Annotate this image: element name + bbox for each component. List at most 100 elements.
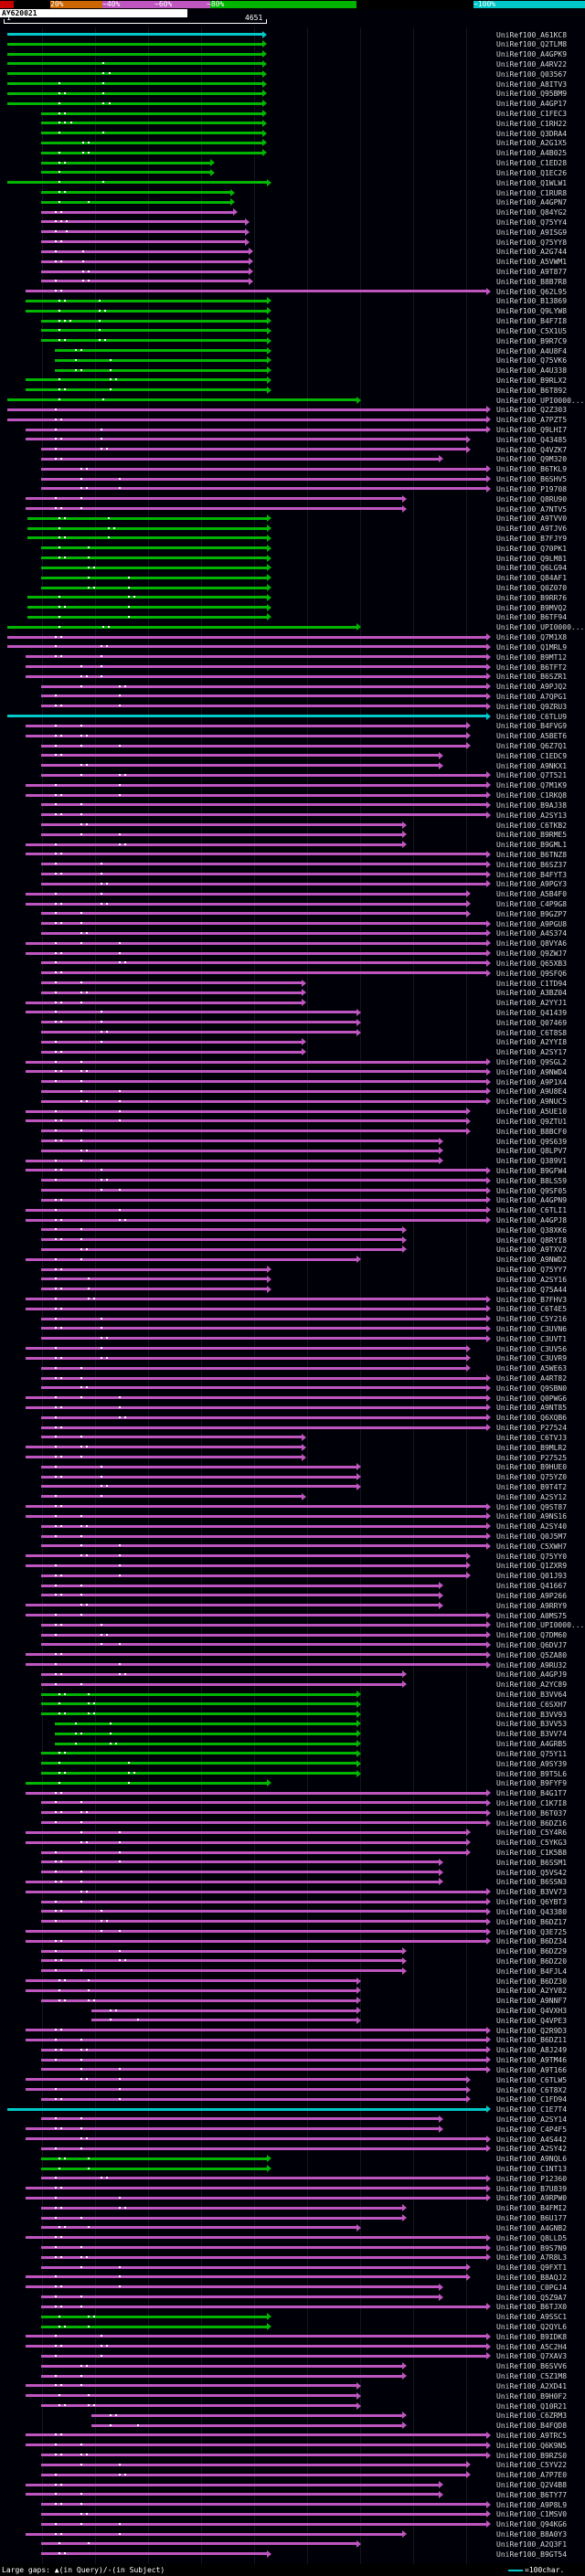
hit-bar[interactable] [41,1920,486,1924]
hit-bar[interactable] [7,91,262,95]
hit-bar[interactable] [41,1228,402,1232]
hit-label[interactable]: UniRef100_B9RLX2 [496,376,568,385]
hit-label[interactable]: UniRef100_A2G1X5 [496,139,568,148]
hit-label[interactable]: UniRef100_A9T166 [496,2065,568,2074]
hit-label[interactable]: UniRef100_Q9LYW8 [496,307,568,316]
hit-label[interactable]: UniRef100_Q75YY4 [496,217,568,227]
hit-label[interactable]: UniRef100_C1RKQ8 [496,791,568,800]
hit-label[interactable]: UniRef100_Q03567 [496,69,568,79]
hit-label[interactable]: UniRef100_B6DZ17 [496,1917,568,1926]
hit-label[interactable]: UniRef100_P12360 [496,2174,568,2183]
hit-label[interactable]: UniRef100_P19708 [496,484,568,493]
hit-bar[interactable] [26,1405,486,1409]
hit-label[interactable]: UniRef100_Q2R9D3 [496,2026,568,2035]
hit-bar[interactable] [41,319,267,323]
hit-bar[interactable] [26,1356,466,1360]
hit-label[interactable]: UniRef100_A9RU32 [496,1660,568,1670]
hit-bar[interactable] [26,1890,486,1893]
hit-label[interactable]: UniRef100_B6DZ20 [496,1956,568,1966]
hit-bar[interactable] [26,2088,466,2091]
hit-label[interactable]: UniRef100_Q9ZRU3 [496,702,568,711]
hit-bar[interactable] [41,2552,267,2556]
hit-bar[interactable] [41,2177,486,2180]
hit-bar[interactable] [7,101,262,105]
hit-label[interactable]: UniRef100_Q84AF1 [496,574,568,583]
hit-bar[interactable] [26,2285,439,2289]
hit-label[interactable]: UniRef100_A9SY39 [496,1759,568,1768]
hit-bar[interactable] [26,2493,439,2496]
hit-bar[interactable] [41,1949,402,1953]
hit-label[interactable]: UniRef100_Q75A44 [496,1285,568,1294]
hit-bar[interactable] [41,1752,356,1755]
hit-label[interactable]: UniRef100_B9T4T2 [496,1482,568,1491]
hit-label[interactable]: UniRef100_C5X1U5 [496,326,568,335]
hit-label[interactable]: UniRef100_B6TKL9 [496,465,568,474]
hit-label[interactable]: UniRef100_B9GFW4 [496,1166,568,1175]
hit-bar[interactable] [7,82,262,86]
hit-label[interactable]: UniRef100_B4FMI2 [496,2204,568,2213]
hit-bar[interactable] [26,1988,356,1992]
hit-label[interactable]: UniRef100_A5UE10 [496,1108,568,1117]
hit-bar[interactable] [41,1959,402,1963]
hit-bar[interactable] [55,1742,356,1745]
hit-bar[interactable] [41,1821,486,1825]
hit-bar[interactable] [41,220,245,224]
hit-bar[interactable] [41,1040,302,1044]
hit-bar[interactable] [26,941,486,945]
hit-bar[interactable] [41,1910,486,1913]
hit-label[interactable]: UniRef100_B6T892 [496,386,568,395]
hit-bar[interactable] [55,358,267,362]
hit-bar[interactable] [26,1840,466,1844]
hit-label[interactable]: UniRef100_C5YKG3 [496,1839,568,1848]
hit-bar[interactable] [41,873,486,876]
hit-bar[interactable] [26,2137,486,2141]
hit-label[interactable]: UniRef100_A5BET6 [496,732,568,741]
hit-label[interactable]: UniRef100_B6DZ16 [496,1818,568,1828]
hit-label[interactable]: UniRef100_B6SVV6 [496,2362,568,2371]
hit-label[interactable]: UniRef100_C5Y4R6 [496,1829,568,1838]
hit-label[interactable]: UniRef100_B8A0Y3 [496,2530,568,2539]
hit-label[interactable]: UniRef100_A9PJQ2 [496,683,568,692]
hit-label[interactable]: UniRef100_B4FYT3 [496,870,568,879]
hit-bar[interactable] [41,546,267,550]
hit-label[interactable]: UniRef100_Q43485 [496,435,568,444]
hit-bar[interactable] [41,1584,439,1587]
hit-label[interactable]: UniRef100_UPI0000... [496,396,585,405]
hit-label[interactable]: UniRef100_B4FVG9 [496,722,568,731]
hit-bar[interactable] [26,2038,486,2041]
hit-bar[interactable] [91,2009,356,2012]
hit-label[interactable]: UniRef100_A9PGY3 [496,880,568,889]
hit-bar[interactable] [41,981,302,984]
hit-bar[interactable] [41,1969,402,1973]
hit-bar[interactable] [26,724,466,727]
hit-bar[interactable] [26,2078,466,2082]
hit-label[interactable]: UniRef100_A4RV22 [496,59,568,69]
hit-label[interactable]: UniRef100_Q43380 [496,1907,568,1916]
hit-label[interactable]: UniRef100_A9NWD2 [496,1256,568,1265]
hit-bar[interactable] [41,1288,267,1291]
hit-bar[interactable] [26,1505,486,1509]
hit-bar[interactable] [41,1860,439,1864]
hit-label[interactable]: UniRef100_B9AJ38 [496,800,568,810]
hit-bar[interactable] [26,665,486,668]
hit-bar[interactable] [26,892,466,896]
hit-bar[interactable] [41,141,262,144]
hit-label[interactable]: UniRef100_B4F7I8 [496,317,568,326]
hit-bar[interactable] [26,1614,486,1617]
hit-bar[interactable] [41,2048,486,2051]
hit-bar[interactable] [41,2097,466,2101]
hit-bar[interactable] [41,1682,402,1686]
hit-label[interactable]: UniRef100_A8J249 [496,2046,568,2055]
hit-label[interactable]: UniRef100_B6T037 [496,1808,568,1818]
hit-bar[interactable] [41,1327,486,1330]
hit-label[interactable]: UniRef100_Q4VZK7 [496,445,568,454]
hit-bar[interactable] [26,2029,486,2032]
hit-bar[interactable] [41,171,210,175]
hit-bar[interactable] [41,2157,267,2160]
hit-label[interactable]: UniRef100_B9MT12 [496,652,568,662]
hit-label[interactable]: UniRef100_B7U839 [496,2184,568,2193]
hit-label[interactable]: UniRef100_C6TLI1 [496,1206,568,1215]
hit-label[interactable]: UniRef100_Q1EC26 [496,168,568,177]
hit-bar[interactable] [26,1456,302,1458]
hit-bar[interactable] [55,349,267,352]
